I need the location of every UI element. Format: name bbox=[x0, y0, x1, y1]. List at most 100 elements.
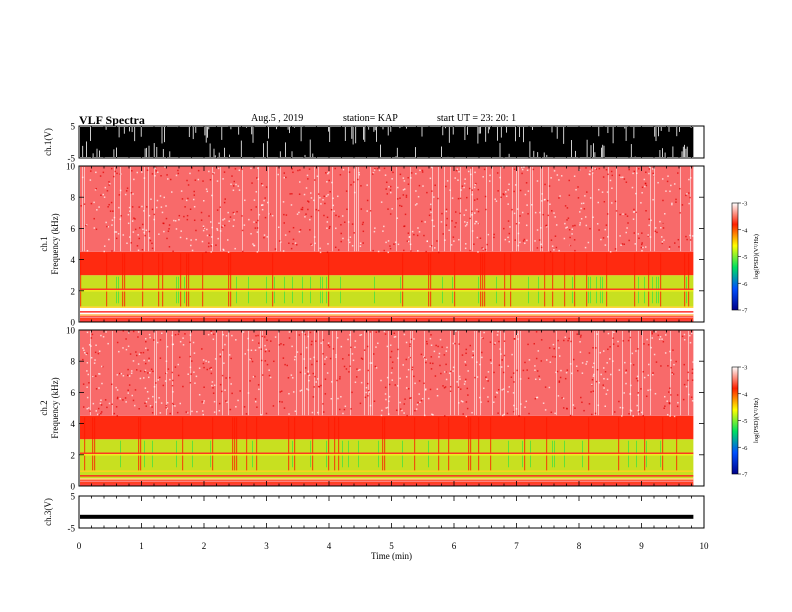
spectrogram-speckle bbox=[230, 383, 232, 385]
waveform-gap bbox=[268, 127, 269, 139]
spectrogram-speckle bbox=[525, 224, 528, 227]
spectrogram-speckle bbox=[504, 238, 507, 241]
spectrogram-speckle bbox=[210, 330, 212, 333]
spectrogram-speckle bbox=[272, 405, 275, 407]
spectrogram-speckle bbox=[497, 388, 500, 391]
ch1-spectrogram-colorbar-label: log(PSD)(V²/Hz) bbox=[753, 234, 760, 279]
spectrogram-speckle bbox=[403, 180, 406, 182]
spectrogram-speckle bbox=[493, 343, 496, 345]
spectrogram-speckle bbox=[409, 343, 411, 345]
spectrogram-speckle bbox=[596, 223, 599, 225]
spectrogram-speckle bbox=[256, 406, 258, 408]
spectrogram-speckle bbox=[452, 236, 455, 238]
spectrogram-speckle bbox=[494, 342, 496, 344]
spectrogram-speckle bbox=[88, 344, 91, 346]
spectrogram-speckle bbox=[313, 199, 315, 202]
waveform-gap bbox=[229, 154, 230, 157]
spectrogram-speckle bbox=[615, 210, 618, 212]
spectrogram-streak bbox=[652, 276, 653, 304]
spectrogram-speckle bbox=[433, 225, 435, 227]
spectrogram-speckle bbox=[294, 356, 296, 358]
spectrogram-speckle bbox=[320, 384, 322, 387]
spectrogram-speckle bbox=[544, 386, 547, 388]
spectrogram-speckle bbox=[619, 213, 621, 216]
spectrogram-speckle bbox=[339, 174, 342, 176]
spectrogram-speckle bbox=[316, 360, 318, 363]
spectrogram-speckle bbox=[147, 349, 149, 351]
spectrogram-speckle bbox=[627, 339, 630, 342]
spectrogram-speckle bbox=[216, 180, 219, 182]
spectrogram-speckle bbox=[340, 240, 342, 243]
spectrogram-speckle bbox=[661, 242, 664, 245]
spectrogram-speckle bbox=[566, 207, 569, 209]
spectrogram-speckle bbox=[149, 372, 151, 374]
spectrogram-speckle bbox=[120, 215, 122, 217]
waveform-gap bbox=[480, 127, 481, 134]
spectrogram-speckle bbox=[597, 188, 600, 191]
spectrogram-speckle bbox=[554, 412, 556, 415]
spectrogram-speckle bbox=[471, 189, 473, 191]
waveform-gap bbox=[224, 147, 225, 157]
spectrogram-speckle bbox=[183, 215, 185, 218]
spectrogram-speckle bbox=[387, 240, 390, 242]
spectrogram-speckle bbox=[278, 400, 281, 403]
spectrogram-speckle bbox=[512, 411, 515, 413]
spectrogram-speckle bbox=[604, 228, 607, 231]
spectrogram-speckle bbox=[481, 356, 483, 359]
spectrogram-speckle bbox=[477, 251, 479, 253]
spectrogram-speckle bbox=[309, 358, 312, 360]
spectrogram-speckle bbox=[153, 213, 156, 216]
waveform-gap bbox=[387, 127, 389, 136]
spectrogram-speckle bbox=[225, 400, 227, 402]
spectrogram-streak bbox=[354, 167, 355, 252]
spectrogram-speckle bbox=[579, 336, 582, 338]
spectrogram-speckle bbox=[86, 407, 88, 410]
spectrogram-streak bbox=[192, 440, 193, 468]
spectrogram-speckle bbox=[628, 168, 630, 171]
spectrogram-speckle bbox=[313, 356, 315, 359]
spectrogram-speckle bbox=[463, 214, 466, 216]
spectrogram-speckle bbox=[515, 408, 518, 410]
spectrogram-speckle bbox=[353, 232, 355, 234]
spectrogram-streak bbox=[182, 417, 184, 471]
spectrogram-speckle bbox=[111, 383, 113, 386]
spectrogram-speckle bbox=[489, 359, 492, 361]
spectrogram-speckle bbox=[497, 330, 499, 333]
spectrogram-speckle bbox=[685, 385, 688, 388]
spectrogram-streak bbox=[80, 253, 82, 307]
spectrogram-speckle bbox=[500, 196, 502, 199]
spectrogram-speckle bbox=[202, 402, 205, 404]
spectrogram-speckle bbox=[666, 413, 669, 416]
spectrogram-speckle bbox=[101, 382, 103, 385]
spectrogram-speckle bbox=[288, 331, 291, 333]
spectrogram-speckle bbox=[474, 171, 476, 174]
spectrogram-speckle bbox=[335, 354, 337, 356]
spectrogram-speckle bbox=[661, 178, 664, 180]
spectrogram-speckle bbox=[656, 231, 658, 234]
spectrogram-speckle bbox=[571, 233, 573, 235]
spectrogram-speckle bbox=[391, 361, 394, 363]
spectrogram-speckle bbox=[254, 375, 256, 378]
spectrogram-speckle bbox=[393, 243, 395, 245]
spectrogram-speckle bbox=[177, 363, 179, 366]
spectrogram-speckle bbox=[155, 401, 157, 403]
spectrogram-speckle bbox=[469, 217, 471, 220]
spectrogram-speckle bbox=[430, 344, 433, 347]
spectrogram-speckle bbox=[180, 230, 182, 232]
spectrogram-speckle bbox=[495, 200, 498, 202]
spectrogram-speckle bbox=[389, 185, 392, 188]
spectrogram-speckle bbox=[112, 210, 114, 212]
spectrogram-speckle bbox=[294, 242, 297, 244]
spectrogram-speckle bbox=[291, 168, 293, 170]
spectrogram-speckle bbox=[337, 249, 340, 251]
spectrogram-speckle bbox=[340, 224, 342, 226]
spectrogram-speckle bbox=[541, 193, 543, 195]
spectrogram-speckle bbox=[618, 400, 620, 403]
spectrogram-speckle bbox=[644, 185, 646, 188]
spectrogram-speckle bbox=[521, 211, 524, 214]
spectrogram-speckle bbox=[407, 240, 410, 243]
spectrogram-streak bbox=[414, 417, 416, 471]
spectrogram-speckle bbox=[416, 203, 418, 205]
spectrogram-speckle bbox=[108, 238, 110, 241]
spectrogram-speckle bbox=[538, 375, 540, 378]
